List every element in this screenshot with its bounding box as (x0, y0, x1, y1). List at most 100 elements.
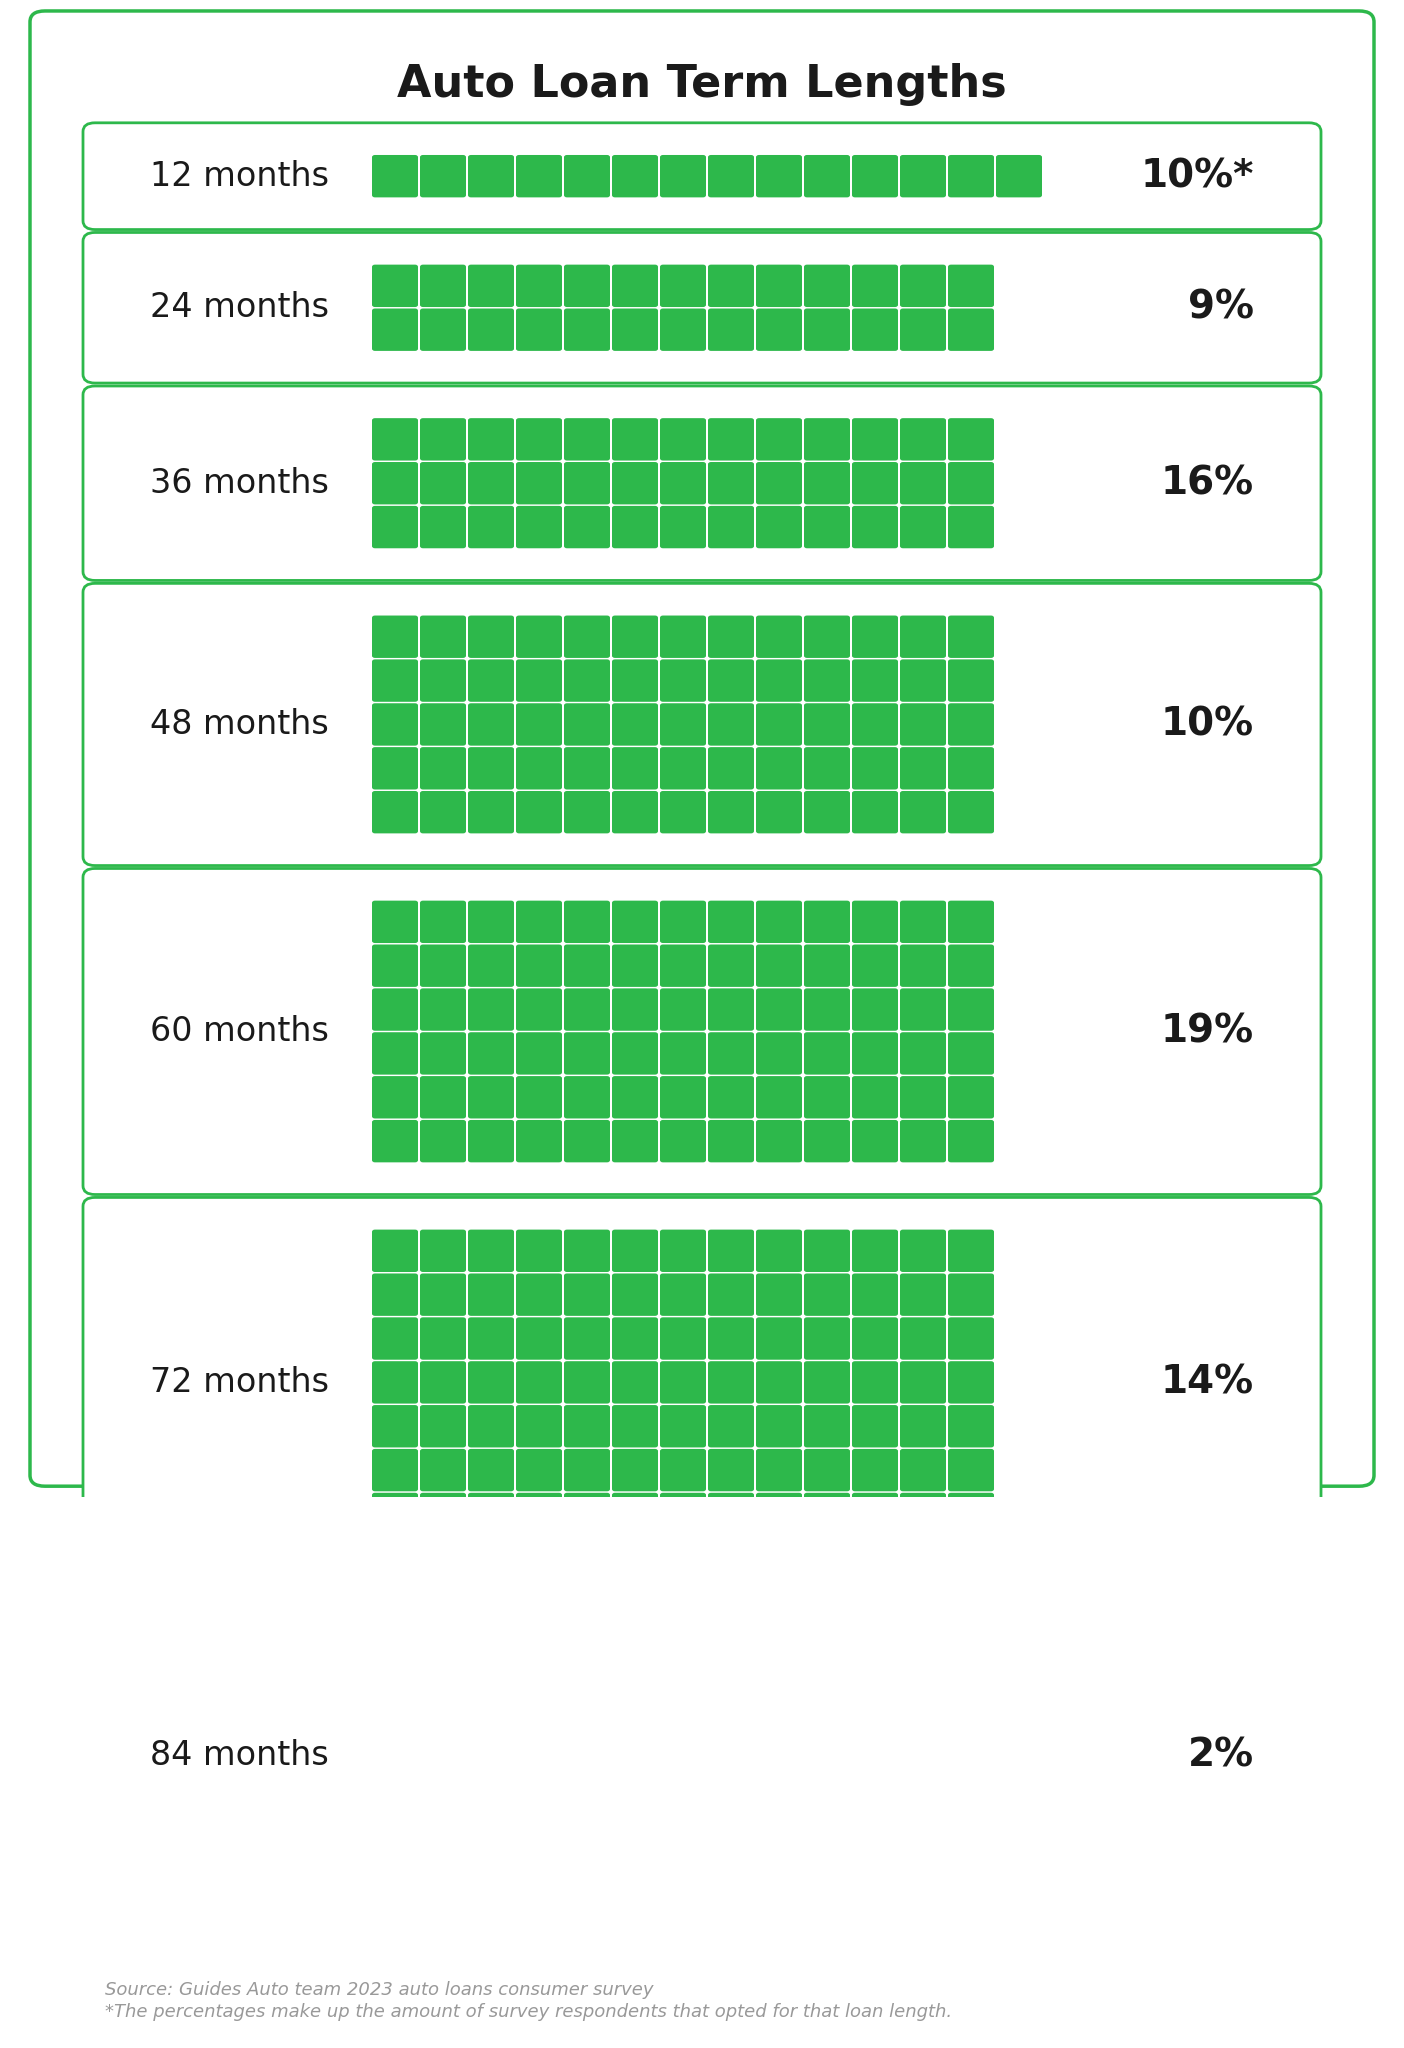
FancyBboxPatch shape (755, 1405, 802, 1448)
FancyBboxPatch shape (708, 1032, 754, 1075)
FancyBboxPatch shape (468, 156, 514, 197)
FancyBboxPatch shape (660, 1866, 706, 1909)
FancyBboxPatch shape (372, 748, 418, 791)
FancyBboxPatch shape (468, 791, 514, 834)
FancyBboxPatch shape (372, 506, 418, 549)
FancyBboxPatch shape (372, 989, 418, 1030)
FancyBboxPatch shape (948, 989, 994, 1030)
FancyBboxPatch shape (852, 1274, 899, 1317)
FancyBboxPatch shape (852, 1075, 899, 1118)
FancyBboxPatch shape (372, 418, 418, 461)
FancyBboxPatch shape (420, 659, 466, 702)
FancyBboxPatch shape (372, 1647, 418, 1690)
FancyBboxPatch shape (900, 1647, 946, 1690)
FancyBboxPatch shape (755, 1735, 802, 1776)
FancyBboxPatch shape (804, 1735, 849, 1776)
FancyBboxPatch shape (852, 1120, 899, 1163)
FancyBboxPatch shape (420, 1229, 466, 1272)
FancyBboxPatch shape (804, 1229, 849, 1272)
FancyBboxPatch shape (468, 418, 514, 461)
FancyBboxPatch shape (612, 264, 658, 307)
FancyBboxPatch shape (948, 1647, 994, 1690)
FancyBboxPatch shape (564, 1735, 609, 1776)
FancyBboxPatch shape (468, 1317, 514, 1360)
FancyBboxPatch shape (517, 1866, 562, 1909)
FancyBboxPatch shape (804, 901, 849, 942)
FancyBboxPatch shape (948, 1362, 994, 1403)
FancyBboxPatch shape (517, 944, 562, 987)
FancyBboxPatch shape (564, 659, 609, 702)
FancyBboxPatch shape (372, 659, 418, 702)
FancyBboxPatch shape (372, 1274, 418, 1317)
FancyBboxPatch shape (900, 264, 946, 307)
FancyBboxPatch shape (804, 1120, 849, 1163)
FancyBboxPatch shape (852, 1647, 899, 1690)
FancyBboxPatch shape (468, 506, 514, 549)
FancyBboxPatch shape (900, 1493, 946, 1536)
FancyBboxPatch shape (708, 1602, 754, 1645)
FancyBboxPatch shape (852, 659, 899, 702)
Text: 19%: 19% (1161, 1012, 1254, 1051)
FancyBboxPatch shape (372, 616, 418, 657)
FancyBboxPatch shape (948, 1823, 994, 1864)
FancyBboxPatch shape (804, 1448, 849, 1491)
FancyBboxPatch shape (900, 791, 946, 834)
FancyBboxPatch shape (420, 1735, 466, 1776)
FancyBboxPatch shape (517, 1274, 562, 1317)
FancyBboxPatch shape (755, 989, 802, 1030)
FancyBboxPatch shape (804, 1317, 849, 1360)
FancyBboxPatch shape (755, 1032, 802, 1075)
FancyBboxPatch shape (900, 1032, 946, 1075)
FancyBboxPatch shape (564, 1602, 609, 1645)
FancyBboxPatch shape (804, 156, 849, 197)
FancyBboxPatch shape (852, 1405, 899, 1448)
FancyBboxPatch shape (29, 10, 1375, 1487)
FancyBboxPatch shape (804, 1032, 849, 1075)
FancyBboxPatch shape (708, 463, 754, 504)
FancyBboxPatch shape (420, 1405, 466, 1448)
FancyBboxPatch shape (372, 1778, 418, 1821)
FancyBboxPatch shape (372, 156, 418, 197)
FancyBboxPatch shape (900, 1866, 946, 1909)
FancyBboxPatch shape (468, 702, 514, 745)
FancyBboxPatch shape (948, 463, 994, 504)
FancyBboxPatch shape (564, 1317, 609, 1360)
FancyBboxPatch shape (564, 1075, 609, 1118)
FancyBboxPatch shape (564, 748, 609, 791)
Text: 10%: 10% (1161, 705, 1254, 743)
FancyBboxPatch shape (420, 1647, 466, 1690)
FancyBboxPatch shape (564, 1362, 609, 1403)
FancyBboxPatch shape (372, 1229, 418, 1272)
FancyBboxPatch shape (755, 418, 802, 461)
FancyBboxPatch shape (372, 1735, 418, 1776)
FancyBboxPatch shape (852, 463, 899, 504)
FancyBboxPatch shape (660, 264, 706, 307)
FancyBboxPatch shape (852, 1493, 899, 1536)
FancyBboxPatch shape (468, 1075, 514, 1118)
FancyBboxPatch shape (852, 1735, 899, 1776)
FancyBboxPatch shape (517, 506, 562, 549)
FancyBboxPatch shape (612, 616, 658, 657)
FancyBboxPatch shape (852, 1690, 899, 1733)
FancyBboxPatch shape (900, 616, 946, 657)
FancyBboxPatch shape (948, 791, 994, 834)
FancyBboxPatch shape (372, 1032, 418, 1075)
FancyBboxPatch shape (660, 309, 706, 350)
FancyBboxPatch shape (564, 309, 609, 350)
FancyBboxPatch shape (564, 1866, 609, 1909)
FancyBboxPatch shape (900, 1274, 946, 1317)
FancyBboxPatch shape (468, 1778, 514, 1821)
FancyBboxPatch shape (852, 1362, 899, 1403)
FancyBboxPatch shape (948, 1120, 994, 1163)
FancyBboxPatch shape (852, 156, 899, 197)
FancyBboxPatch shape (420, 1274, 466, 1317)
FancyBboxPatch shape (852, 989, 899, 1030)
FancyBboxPatch shape (468, 1274, 514, 1317)
FancyBboxPatch shape (852, 1317, 899, 1360)
FancyBboxPatch shape (420, 1032, 466, 1075)
FancyBboxPatch shape (517, 1120, 562, 1163)
FancyBboxPatch shape (708, 1405, 754, 1448)
FancyBboxPatch shape (948, 901, 994, 942)
FancyBboxPatch shape (708, 702, 754, 745)
FancyBboxPatch shape (948, 1690, 994, 1733)
